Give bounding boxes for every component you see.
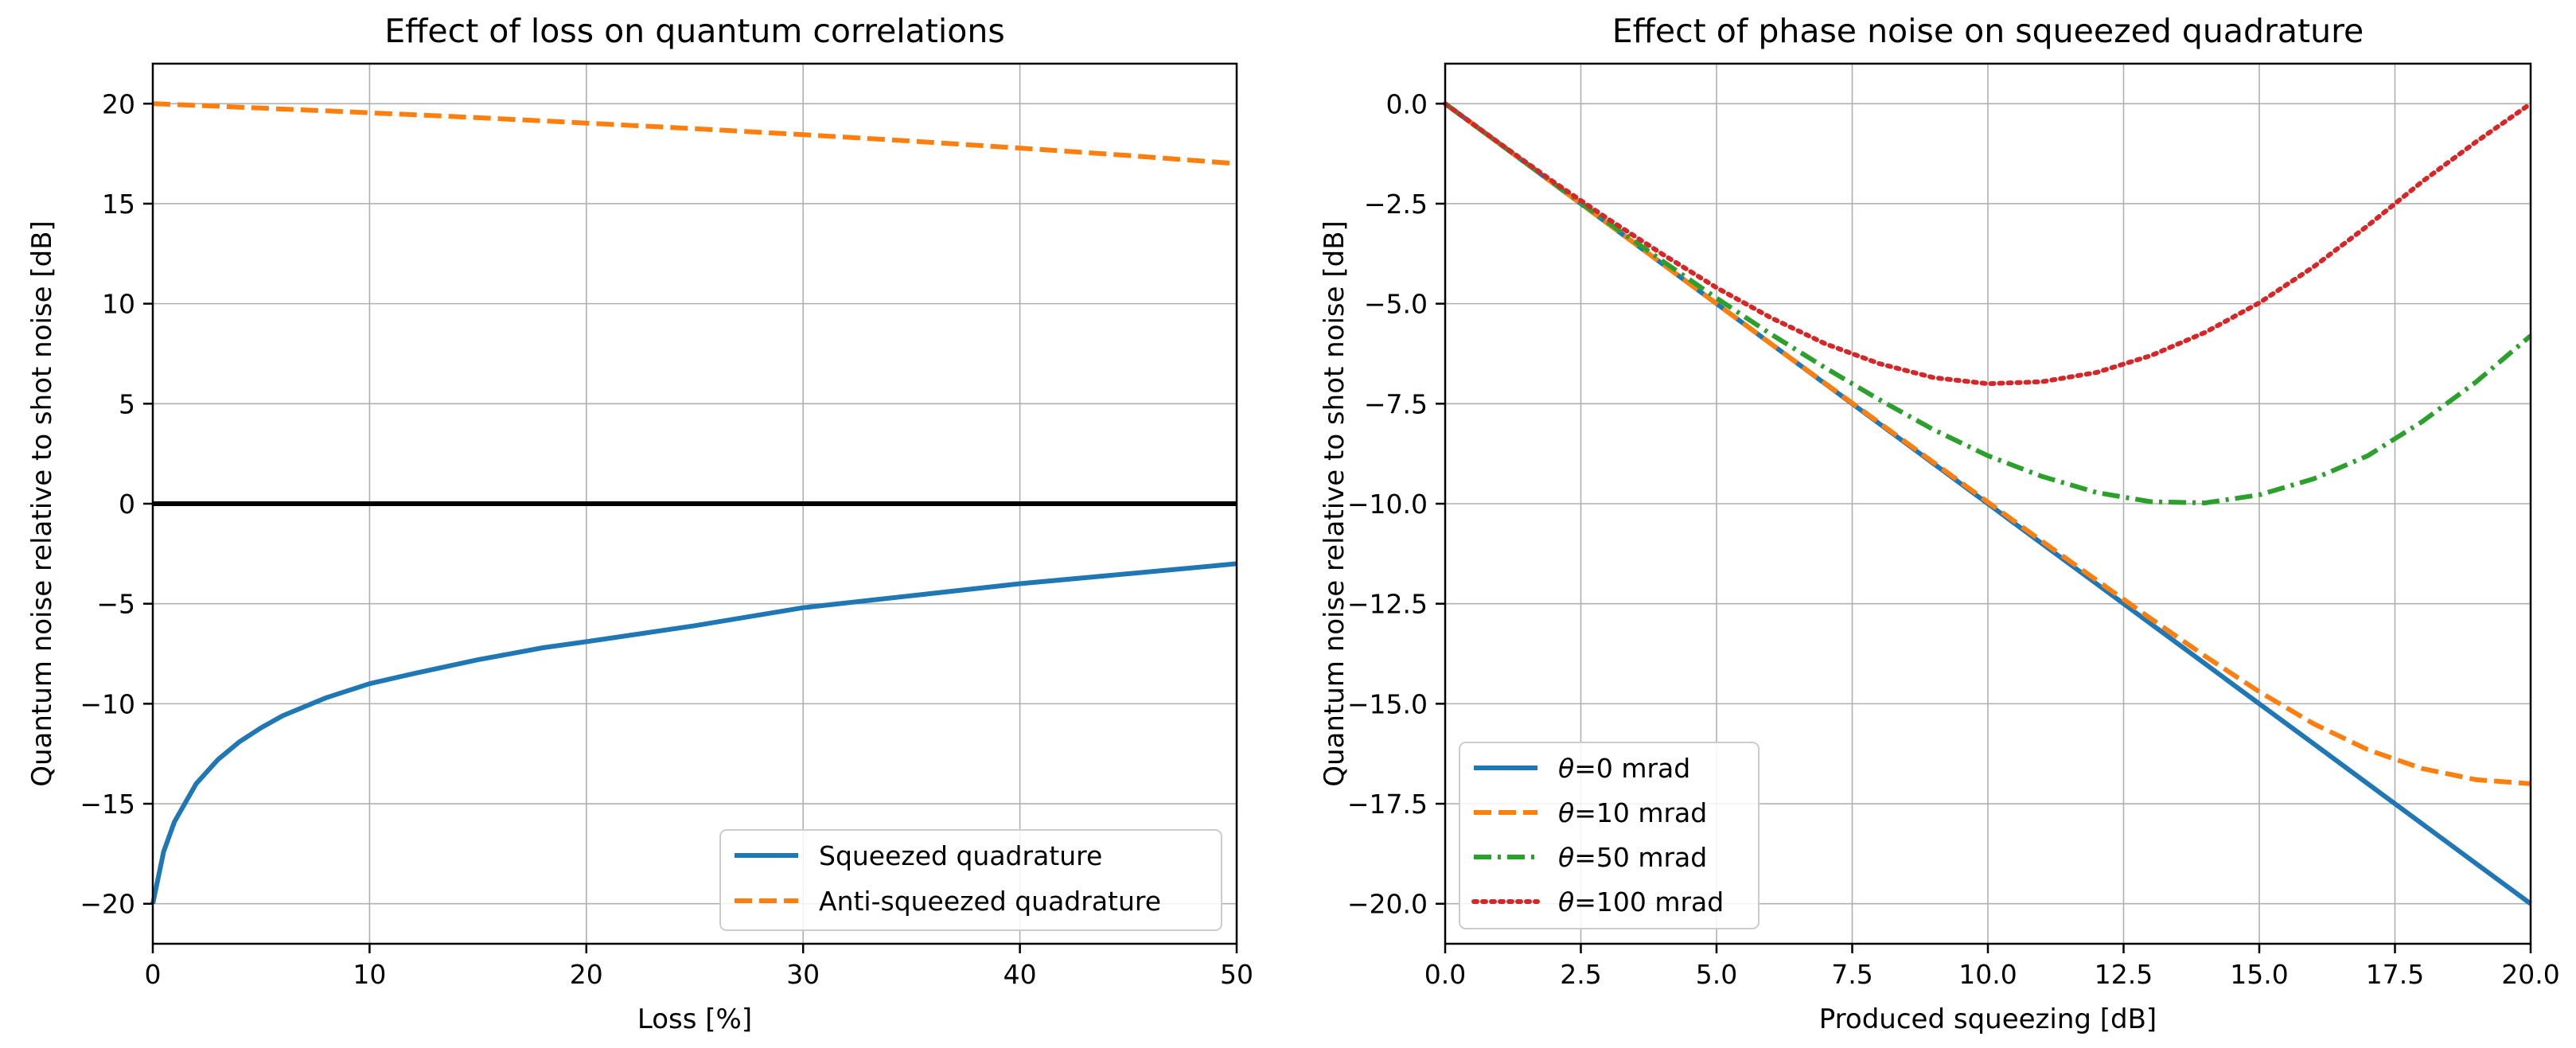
- y-tick-label: 0.0: [1386, 88, 1428, 119]
- phase-noise-chart-panel: 0.0 2.5 5.0 7.5 10.0 12.5 15.0 17.5 20.0 0.0 −2.5 −…: [1319, 12, 2560, 1035]
- x-tick-label: 0: [145, 959, 162, 990]
- y-tick-label: 15: [102, 189, 135, 220]
- y-tick-label: −5: [96, 589, 135, 620]
- legend-box: [719, 829, 1222, 931]
- series-line: [1444, 101, 2532, 505]
- y-axis-label: Quantum noise relative to shot noise [dB…: [26, 220, 58, 787]
- y-tick-label: −15: [80, 789, 135, 820]
- x-axis-label: Loss [%]: [637, 1003, 752, 1035]
- y-tick-label: 5: [119, 388, 135, 419]
- legend-label-value: =0 mrad: [1574, 753, 1690, 784]
- series-line: [150, 561, 1237, 905]
- legend-theta-symbol: θ: [1558, 797, 1574, 828]
- y-tick-label: −2.5: [1364, 189, 1428, 220]
- y-tick-label: −12.5: [1347, 589, 1428, 620]
- x-tick-label: 0.0: [1424, 959, 1466, 990]
- legend-label: θ=100 mrad: [1558, 886, 1724, 917]
- legend-label: Anti-squeezed quadrature: [819, 886, 1161, 917]
- chart-title: Effect of loss on quantum correlations: [384, 12, 1004, 50]
- y-tick-label: 0: [119, 489, 135, 520]
- legend-label: θ=0 mrad: [1558, 753, 1690, 784]
- legend-box: [1459, 742, 1760, 929]
- y-tick-label: −20: [80, 889, 135, 920]
- y-tick-label: −15.0: [1347, 688, 1428, 719]
- series-line: [152, 101, 1237, 166]
- y-tick-label: −17.5: [1347, 789, 1428, 820]
- legend-theta-symbol: θ: [1558, 886, 1574, 917]
- y-axis-label: Quantum noise relative to shot noise [dB…: [1319, 220, 1350, 787]
- x-tick-label: 50: [1220, 959, 1253, 990]
- loss-chart-panel: 0 10 20 30 40 50 −20 −15 −10 −5 0 5 10 15 20 Effect of …: [26, 12, 1253, 1035]
- legend-label: θ=50 mrad: [1558, 842, 1707, 873]
- y-tick-label: −10.0: [1347, 489, 1428, 520]
- x-tick-label: 15.0: [2230, 959, 2288, 990]
- x-axis-label: Produced squeezing [dB]: [1819, 1003, 2157, 1035]
- x-tick-label: 12.5: [2095, 959, 2153, 990]
- chart-title: Effect of phase noise on squeezed quadra…: [1612, 12, 2364, 50]
- legend-theta-symbol: θ: [1558, 842, 1574, 873]
- x-tick-label: 7.5: [1831, 959, 1873, 990]
- legend-label: Squeezed quadrature: [819, 840, 1102, 871]
- x-tick-label: 30: [786, 959, 820, 990]
- x-tick-label: 17.5: [2366, 959, 2424, 990]
- legend-label: θ=10 mrad: [1558, 797, 1707, 828]
- legend-theta-symbol: θ: [1558, 753, 1574, 784]
- y-tick-label: −20.0: [1347, 889, 1428, 920]
- series-line: [1443, 101, 2533, 387]
- x-tick-label: 5.0: [1696, 959, 1737, 990]
- legend-label-value: =50 mrad: [1574, 842, 1707, 873]
- y-tick-label: 10: [102, 289, 135, 320]
- x-tick-label: 2.5: [1560, 959, 1601, 990]
- y-tick-label: −10: [80, 688, 135, 719]
- x-tick-label: 20: [570, 959, 603, 990]
- legend-label-value: =10 mrad: [1574, 797, 1707, 828]
- legend-label-value: =100 mrad: [1574, 886, 1724, 917]
- y-tick-label: −5.0: [1364, 289, 1428, 320]
- x-tick-label: 10.0: [1958, 959, 2017, 990]
- y-tick-label: −7.5: [1364, 388, 1428, 419]
- y-tick-label: 20: [102, 88, 135, 119]
- x-tick-label: 40: [1004, 959, 1037, 990]
- x-tick-label: 20.0: [2501, 959, 2559, 990]
- x-tick-label: 10: [353, 959, 386, 990]
